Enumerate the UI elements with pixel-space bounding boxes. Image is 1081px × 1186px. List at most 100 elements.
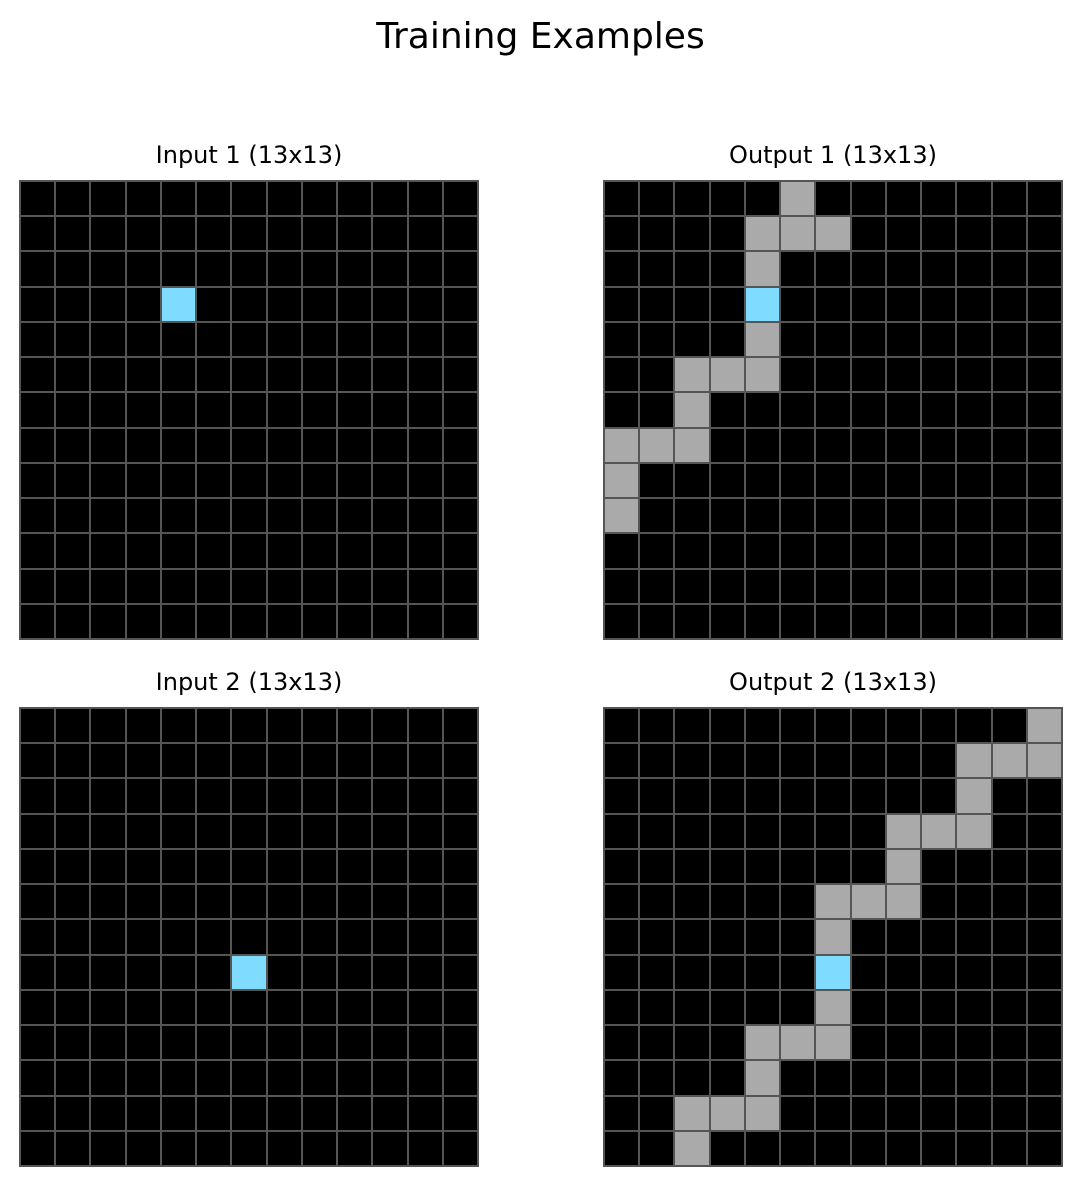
black-cell [1027,393,1061,427]
black-cell [197,322,231,357]
black-cell [816,428,850,462]
black-cell [992,463,1026,498]
black-cell [443,849,477,884]
black-cell [922,287,956,321]
black-cell [816,393,850,427]
black-cell [232,1096,266,1130]
black-cell [781,955,815,989]
black-cell [56,1096,90,1130]
black-cell [957,428,991,462]
black-cell [21,287,55,321]
black-cell [232,709,266,743]
black-cell [21,955,55,989]
black-cell [922,428,956,462]
black-cell [710,428,744,462]
black-cell [992,1026,1026,1060]
black-cell [373,779,407,813]
black-cell [232,779,266,813]
black-cell [338,499,372,533]
black-cell [443,604,477,638]
black-cell [302,920,337,954]
black-cell [91,814,125,848]
black-cell [21,779,55,813]
black-cell [640,499,674,533]
black-cell [957,885,991,919]
black-cell [816,499,850,533]
black-cell [605,322,639,357]
black-cell [1027,1096,1061,1130]
black-cell [851,534,885,568]
black-cell [816,358,850,392]
black-cell [21,1061,55,1095]
black-cell [992,428,1026,462]
black-cell [232,428,266,462]
black-cell [781,744,815,778]
black-cell [126,779,160,813]
gray-cell [605,428,639,462]
black-cell [408,955,442,989]
black-cell [338,779,372,813]
black-cell [605,709,639,743]
black-cell [408,814,442,848]
black-cell [302,534,337,568]
black-cell [302,955,337,989]
black-cell [745,779,780,813]
black-cell [710,990,744,1025]
gray-cell [816,885,850,919]
gray-cell [605,463,639,498]
black-cell [605,569,639,603]
black-cell [1027,358,1061,392]
black-cell [373,569,407,603]
black-cell [21,604,55,638]
black-cell [710,499,744,533]
black-cell [816,1131,850,1165]
black-cell [408,252,442,286]
black-cell [91,990,125,1025]
black-cell [56,1061,90,1095]
black-cell [675,534,709,568]
black-cell [56,1026,90,1060]
black-cell [338,1061,372,1095]
black-cell [91,569,125,603]
black-cell [302,1131,337,1165]
black-cell [886,287,921,321]
black-cell [675,709,709,743]
black-cell [957,849,991,884]
black-cell [710,885,744,919]
black-cell [91,499,125,533]
black-cell [302,744,337,778]
black-cell [302,358,337,392]
black-cell [781,393,815,427]
black-cell [710,849,744,884]
black-cell [781,499,815,533]
black-cell [267,885,301,919]
cyan-cell [816,955,850,989]
black-cell [267,287,301,321]
black-cell [675,885,709,919]
black-cell [992,252,1026,286]
black-cell [781,287,815,321]
black-cell [56,182,90,216]
black-cell [197,849,231,884]
black-cell [126,920,160,954]
black-cell [161,534,196,568]
black-cell [675,252,709,286]
cyan-cell [232,955,266,989]
gray-cell [781,217,815,251]
black-cell [640,1131,674,1165]
black-cell [745,182,780,216]
black-cell [1027,1061,1061,1095]
black-cell [197,358,231,392]
black-cell [957,569,991,603]
black-cell [126,849,160,884]
black-cell [161,393,196,427]
black-cell [408,1061,442,1095]
black-cell [605,182,639,216]
black-cell [197,920,231,954]
black-cell [816,744,850,778]
black-cell [56,604,90,638]
black-cell [267,779,301,813]
black-cell [745,428,780,462]
black-cell [710,955,744,989]
gray-cell [816,1026,850,1060]
